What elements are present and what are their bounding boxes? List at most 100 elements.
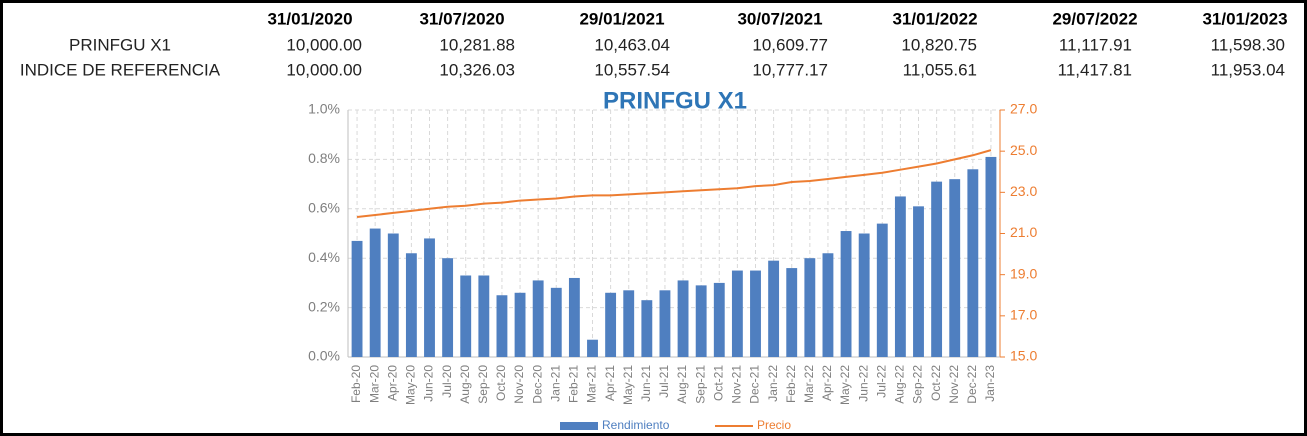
- x-tick-label: May-22: [838, 365, 852, 405]
- cell: 10,463.04: [594, 35, 670, 54]
- cell: 11,055.61: [903, 60, 977, 79]
- bar: [713, 282, 725, 357]
- x-tick-label: Jun-21: [639, 365, 653, 402]
- x-tick-label: Dec-20: [530, 365, 544, 404]
- x-tick-label: Aug-22: [893, 365, 907, 404]
- x-tick-label: Apr-20: [385, 365, 399, 401]
- y-tick-label: 0.0%: [308, 348, 340, 364]
- x-tick-label: Sep-22: [911, 365, 925, 404]
- cell: 10,000.00: [286, 35, 362, 54]
- bar: [351, 240, 363, 357]
- bar: [750, 270, 761, 357]
- chart-title: PRINFGU X1: [603, 87, 747, 114]
- row-label: INDICE DE REFERENCIA: [20, 60, 221, 79]
- bar: [786, 268, 798, 357]
- y2-tick-label: 25.0: [1010, 142, 1037, 158]
- cell: 11,598.30: [1211, 35, 1285, 54]
- bar: [568, 277, 580, 357]
- x-tick-label: Aug-21: [675, 365, 689, 404]
- cell: 10,326.03: [439, 60, 515, 79]
- bar: [478, 275, 490, 357]
- y2-tick-label: 19.0: [1010, 265, 1037, 281]
- y2-tick-label: 27.0: [1010, 101, 1037, 117]
- x-tick-label: Nov-21: [730, 365, 744, 404]
- y2-tick-label: 21.0: [1010, 224, 1037, 240]
- row-label: PRINFGU X1: [69, 35, 171, 54]
- cell: 10,000.00: [286, 60, 362, 79]
- x-tick-label: Jul-22: [874, 365, 888, 398]
- x-tick-label: Aug-20: [458, 365, 472, 404]
- column-header: 30/07/2021: [737, 9, 822, 28]
- bar: [840, 231, 852, 357]
- y2-tick-label: 23.0: [1010, 183, 1037, 199]
- bar: [641, 300, 653, 357]
- cell: 10,557.54: [594, 60, 670, 79]
- x-tick-label: Dec-21: [748, 365, 762, 404]
- y-tick-label: 0.4%: [308, 249, 340, 265]
- cell: 11,953.04: [1211, 60, 1285, 79]
- x-tick-label: Mar-22: [802, 365, 816, 403]
- x-tick-label: Sep-20: [476, 365, 490, 404]
- column-header: 31/01/2023: [1202, 9, 1287, 28]
- x-tick-label: Jul-21: [657, 365, 671, 398]
- bar: [532, 280, 544, 357]
- bar: [496, 295, 508, 357]
- bar: [894, 196, 906, 357]
- bar: [804, 258, 816, 357]
- bar: [405, 253, 417, 357]
- x-tick-label: Oct-20: [494, 365, 508, 401]
- bar: [822, 253, 834, 357]
- cell: 10,281.88: [439, 35, 515, 54]
- x-tick-label: Mar-21: [585, 365, 599, 403]
- x-tick-label: May-21: [621, 365, 635, 405]
- bar: [768, 260, 780, 357]
- x-tick-label: Sep-21: [693, 365, 707, 404]
- bar: [587, 339, 598, 357]
- x-tick-label: Oct-22: [929, 365, 943, 401]
- bar: [387, 233, 399, 357]
- bar: [677, 280, 689, 357]
- y2-tick-label: 15.0: [1010, 348, 1037, 364]
- x-tick-label: Mar-20: [367, 365, 381, 403]
- bar: [985, 156, 997, 357]
- bar: [695, 285, 707, 357]
- bar: [858, 233, 870, 357]
- x-tick-label: Dec-22: [965, 365, 979, 404]
- cell: 11,417.81: [1058, 60, 1132, 79]
- x-tick-label: Jan-22: [766, 365, 780, 402]
- x-tick-label: Jun-22: [856, 365, 870, 402]
- bar: [731, 270, 743, 357]
- bar: [442, 258, 454, 357]
- x-tick-label: Feb-22: [784, 365, 798, 403]
- bar: [424, 238, 435, 357]
- cell: 10,777.17: [752, 60, 828, 79]
- bar: [967, 169, 979, 357]
- y-tick-label: 1.0%: [308, 101, 340, 117]
- column-header: 31/01/2022: [892, 9, 977, 28]
- bar: [659, 290, 671, 357]
- x-tick-label: Nov-22: [947, 365, 961, 404]
- bar: [623, 290, 635, 357]
- y2-tick-label: 17.0: [1010, 307, 1037, 323]
- x-tick-label: May-20: [404, 365, 418, 405]
- x-tick-label: Apr-21: [603, 365, 617, 401]
- legend-swatch: [560, 422, 598, 430]
- y-tick-label: 0.2%: [308, 298, 340, 314]
- x-tick-label: Apr-22: [820, 365, 834, 401]
- cell: 10,820.75: [901, 35, 977, 54]
- y-tick-label: 0.6%: [308, 200, 340, 216]
- x-tick-label: Feb-21: [567, 365, 581, 403]
- x-tick-label: Jun-20: [422, 365, 436, 402]
- x-tick-label: Oct-21: [711, 365, 725, 401]
- x-tick-label: Feb-20: [349, 365, 363, 403]
- bar: [931, 181, 943, 357]
- bar: [460, 275, 472, 357]
- line: [356, 149, 992, 219]
- bar: [369, 228, 381, 357]
- bar: [550, 287, 562, 357]
- x-tick-label: Nov-20: [512, 365, 526, 404]
- bar: [605, 292, 617, 357]
- x-tick-label: Jan-21: [548, 365, 562, 402]
